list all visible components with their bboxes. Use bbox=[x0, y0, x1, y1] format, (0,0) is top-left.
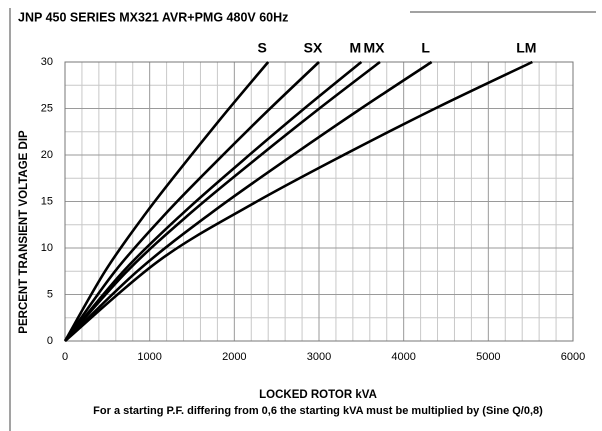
curve bbox=[64, 60, 433, 342]
series-label: SX bbox=[304, 40, 323, 56]
x-tick-label: 0 bbox=[62, 351, 68, 363]
y-tick-label: 30 bbox=[41, 56, 53, 68]
y-tick-label: 10 bbox=[41, 242, 53, 254]
y-tick-label: 15 bbox=[41, 195, 53, 207]
x-axis-label: LOCKED ROTOR kVA bbox=[259, 389, 377, 401]
x-tick-label: 3000 bbox=[307, 351, 331, 363]
x-tick-label: 2000 bbox=[222, 351, 246, 363]
note: For a starting P.F. differing from 0,6 t… bbox=[93, 405, 543, 417]
series-label: L bbox=[421, 40, 430, 56]
series-label: LM bbox=[516, 40, 536, 56]
y-tick-label: 20 bbox=[41, 149, 53, 161]
curve bbox=[64, 60, 381, 342]
curve bbox=[63, 61, 320, 342]
series-label: S bbox=[258, 40, 267, 56]
y-tick-label: 5 bbox=[47, 288, 53, 300]
curve bbox=[64, 60, 533, 342]
x-tick-label: 5000 bbox=[476, 351, 500, 363]
y-tick-label: 0 bbox=[47, 335, 53, 347]
series-label: M bbox=[349, 40, 361, 56]
x-tick-label: 1000 bbox=[137, 351, 161, 363]
curve bbox=[64, 60, 363, 342]
y-axis-label: PERCENT TRANSIENT VOLTAGE DIP bbox=[18, 130, 30, 334]
curve bbox=[63, 61, 270, 342]
plot-frame bbox=[64, 61, 574, 342]
y-tick-label: 25 bbox=[41, 102, 53, 114]
x-tick-label: 4000 bbox=[391, 351, 415, 363]
x-tick-label: 6000 bbox=[561, 351, 585, 363]
chart-title: JNP 450 SERIES MX321 AVR+PMG 480V 60Hz bbox=[18, 10, 288, 24]
series-label: MX bbox=[363, 40, 385, 56]
